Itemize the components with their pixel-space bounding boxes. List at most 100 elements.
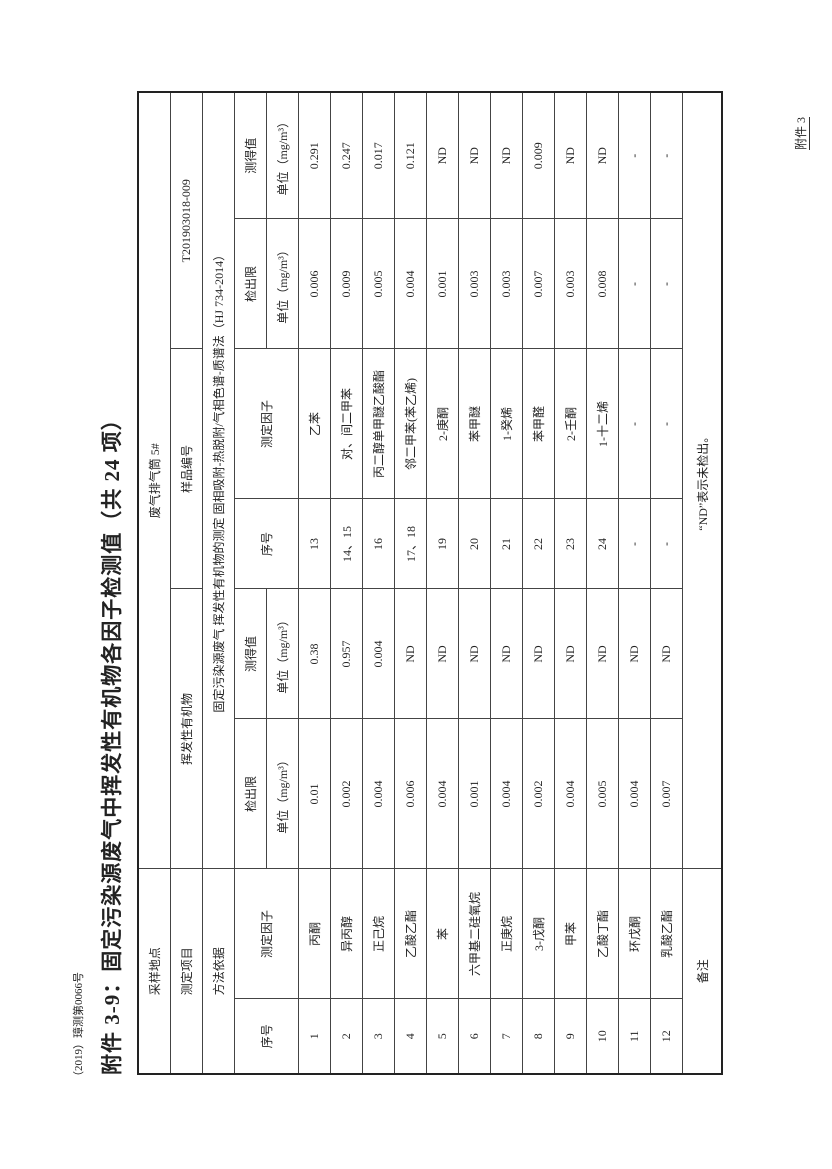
cell-factor: 丙二醇单甲醚乙酸酯 bbox=[362, 348, 395, 499]
cell-value: 0.291 bbox=[298, 91, 331, 219]
cell-factor: 2-壬酮 bbox=[554, 348, 587, 499]
item-label: 测定项目 bbox=[170, 868, 203, 1074]
cell-value: ND bbox=[618, 588, 651, 719]
cell-no: 10 bbox=[586, 999, 619, 1074]
cell-factor: 乙酸丁酯 bbox=[586, 868, 619, 999]
site-row: 采样地点 废气排气筒 5# bbox=[138, 91, 171, 1074]
cell-no: 12 bbox=[650, 999, 683, 1074]
method-label: 方法依据 bbox=[202, 868, 235, 1074]
cell-limit: 0.008 bbox=[586, 218, 619, 349]
col-limit-2: 检出限 bbox=[234, 218, 267, 349]
cell-limit: 0.002 bbox=[522, 718, 555, 869]
cell-value: ND bbox=[394, 588, 427, 719]
cell-value: ND bbox=[650, 588, 683, 719]
cell-value: 0.247 bbox=[330, 91, 363, 219]
col-value-2: 测得值 bbox=[234, 91, 267, 219]
item-row: 测定项目 挥发性有机物 样品编号 T201903018-009 bbox=[170, 91, 203, 1074]
col-limit: 检出限 bbox=[234, 718, 267, 869]
cell-value: 0.004 bbox=[362, 588, 395, 719]
table-row: 3 正己烷 0.004 0.004 16 丙二醇单甲醚乙酸酯 0.005 0.017 bbox=[362, 91, 395, 1074]
site-value: 废气排气筒 5# bbox=[138, 91, 171, 869]
sample-no-value: T201903018-009 bbox=[170, 91, 203, 349]
cell-limit: 0.005 bbox=[362, 218, 395, 349]
cell-value: ND bbox=[554, 91, 587, 219]
cell-factor: 环戊酮 bbox=[618, 868, 651, 999]
document-number: （2019）璋测第0066号 bbox=[73, 972, 85, 1082]
item-value: 挥发性有机物 bbox=[170, 588, 203, 869]
cell-no: - bbox=[650, 498, 683, 589]
cell-factor: - bbox=[650, 348, 683, 499]
cell-factor: 1-癸烯 bbox=[490, 348, 523, 499]
method-row: 方法依据 固定污染源废气 挥发性有机物的测定 固相吸附-热脱附/气相色谱-质谱法… bbox=[202, 91, 235, 1074]
cell-limit: 0.003 bbox=[490, 218, 523, 349]
cell-no: 1 bbox=[298, 999, 331, 1074]
site-label: 采样地点 bbox=[138, 868, 171, 1074]
cell-factor: 异丙醇 bbox=[330, 868, 363, 999]
cell-limit: 0.003 bbox=[458, 218, 491, 349]
cell-limit: 0.004 bbox=[426, 718, 459, 869]
table-row: 11 环戊酮 0.004 ND - - - - bbox=[618, 91, 651, 1074]
cell-factor: - bbox=[618, 348, 651, 499]
cell-value: ND bbox=[490, 91, 523, 219]
page-title: 附件 3-9：固定污染源废气中挥发性有机物各因子检测值（共 24 项） bbox=[100, 408, 124, 1075]
table-row: 4 乙酸乙酯 0.006 ND 17、18 邻二甲苯(苯乙烯) 0.004 0.121 bbox=[394, 91, 427, 1074]
cell-value: 0.121 bbox=[394, 91, 427, 219]
cell-no: 14、15 bbox=[330, 498, 363, 589]
cell-value: ND bbox=[458, 588, 491, 719]
unit-limit: 单位（mg/m³） bbox=[266, 718, 299, 869]
cell-no: 9 bbox=[554, 999, 587, 1074]
cell-value: 0.38 bbox=[298, 588, 331, 719]
cell-limit: - bbox=[618, 218, 651, 349]
cell-value: 0.957 bbox=[330, 588, 363, 719]
cell-no: 6 bbox=[458, 999, 491, 1074]
cell-limit: 0.002 bbox=[330, 718, 363, 869]
cell-factor: 2-庚酮 bbox=[426, 348, 459, 499]
table-row: 1 丙酮 0.01 0.38 13 乙苯 0.006 0.291 bbox=[298, 91, 331, 1074]
cell-no: - bbox=[618, 498, 651, 589]
cell-value: - bbox=[618, 91, 651, 219]
cell-no: 21 bbox=[490, 498, 523, 589]
cell-limit: 0.004 bbox=[554, 718, 587, 869]
cell-value: ND bbox=[522, 588, 555, 719]
cell-limit: 0.01 bbox=[298, 718, 331, 869]
cell-limit: 0.009 bbox=[330, 218, 363, 349]
col-no: 序号 bbox=[234, 999, 299, 1074]
cell-factor: 丙酮 bbox=[298, 868, 331, 999]
col-no-2: 序号 bbox=[234, 498, 299, 589]
remarks-value: “ND”表示未检出。 bbox=[682, 91, 722, 869]
cell-no: 24 bbox=[586, 498, 619, 589]
unit-value: 单位（mg/m³） bbox=[266, 588, 299, 719]
cell-limit: 0.004 bbox=[618, 718, 651, 869]
cell-limit: 0.006 bbox=[394, 718, 427, 869]
col-factor: 测定因子 bbox=[234, 868, 299, 999]
cell-factor: 乙苯 bbox=[298, 348, 331, 499]
cell-factor: 正己烷 bbox=[362, 868, 395, 999]
cell-value: - bbox=[650, 91, 683, 219]
cell-value: ND bbox=[586, 588, 619, 719]
cell-limit: - bbox=[650, 218, 683, 349]
table-row: 6 六甲基二硅氧烷 0.001 ND 20 苯甲醚 0.003 ND bbox=[458, 91, 491, 1074]
unit-value-2: 单位（mg/m³） bbox=[266, 91, 299, 219]
cell-no: 16 bbox=[362, 498, 395, 589]
cell-value: ND bbox=[426, 588, 459, 719]
table-row: 10 乙酸丁酯 0.005 ND 24 1-十二烯 0.008 ND bbox=[586, 91, 619, 1074]
cell-no: 22 bbox=[522, 498, 555, 589]
cell-limit: 0.001 bbox=[426, 218, 459, 349]
cell-no: 4 bbox=[394, 999, 427, 1074]
cell-no: 5 bbox=[426, 999, 459, 1074]
cell-factor: 邻二甲苯(苯乙烯) bbox=[394, 348, 427, 499]
cell-no: 13 bbox=[298, 498, 331, 589]
cell-limit: 0.007 bbox=[650, 718, 683, 869]
cell-limit: 0.003 bbox=[554, 218, 587, 349]
cell-factor: 甲苯 bbox=[554, 868, 587, 999]
cell-factor: 乳酸乙酯 bbox=[650, 868, 683, 999]
cell-value: ND bbox=[586, 91, 619, 219]
table-row: 7 正庚烷 0.004 ND 21 1-癸烯 0.003 ND bbox=[490, 91, 523, 1074]
cell-no: 2 bbox=[330, 999, 363, 1074]
cell-no: 20 bbox=[458, 498, 491, 589]
cell-value: 0.009 bbox=[522, 91, 555, 219]
cell-limit: 0.007 bbox=[522, 218, 555, 349]
col-factor-2: 测定因子 bbox=[234, 348, 299, 499]
cell-factor: 对、间二甲苯 bbox=[330, 348, 363, 499]
